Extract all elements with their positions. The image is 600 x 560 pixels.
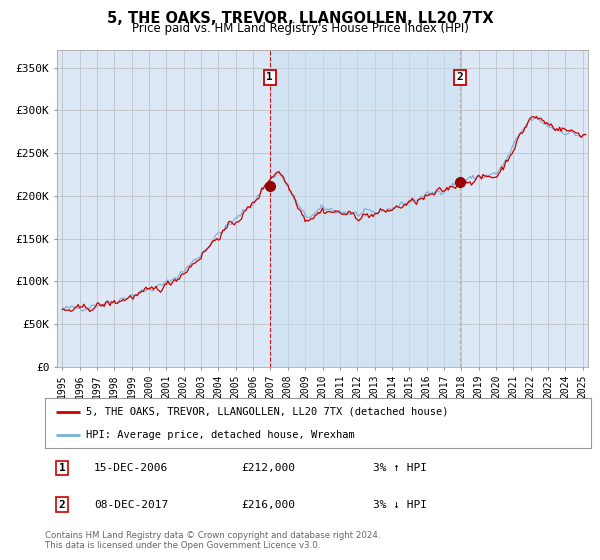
Text: Price paid vs. HM Land Registry's House Price Index (HPI): Price paid vs. HM Land Registry's House …: [131, 22, 469, 35]
Text: £216,000: £216,000: [242, 500, 296, 510]
Text: 3% ↓ HPI: 3% ↓ HPI: [373, 500, 427, 510]
Text: 5, THE OAKS, TREVOR, LLANGOLLEN, LL20 7TX: 5, THE OAKS, TREVOR, LLANGOLLEN, LL20 7T…: [107, 11, 493, 26]
Bar: [270, 50, 460, 367]
Text: 15-DEC-2006: 15-DEC-2006: [94, 463, 169, 473]
Text: HPI: Average price, detached house, Wrexham: HPI: Average price, detached house, Wrex…: [86, 431, 355, 440]
Text: 1: 1: [266, 72, 273, 82]
Text: £212,000: £212,000: [242, 463, 296, 473]
Text: 5, THE OAKS, TREVOR, LLANGOLLEN, LL20 7TX (detached house): 5, THE OAKS, TREVOR, LLANGOLLEN, LL20 7T…: [86, 407, 448, 417]
Text: 3% ↑ HPI: 3% ↑ HPI: [373, 463, 427, 473]
Text: 08-DEC-2017: 08-DEC-2017: [94, 500, 169, 510]
Text: 1: 1: [59, 463, 65, 473]
Text: 2: 2: [457, 72, 463, 82]
Text: Contains HM Land Registry data © Crown copyright and database right 2024.
This d: Contains HM Land Registry data © Crown c…: [45, 531, 380, 550]
Text: 2: 2: [59, 500, 65, 510]
